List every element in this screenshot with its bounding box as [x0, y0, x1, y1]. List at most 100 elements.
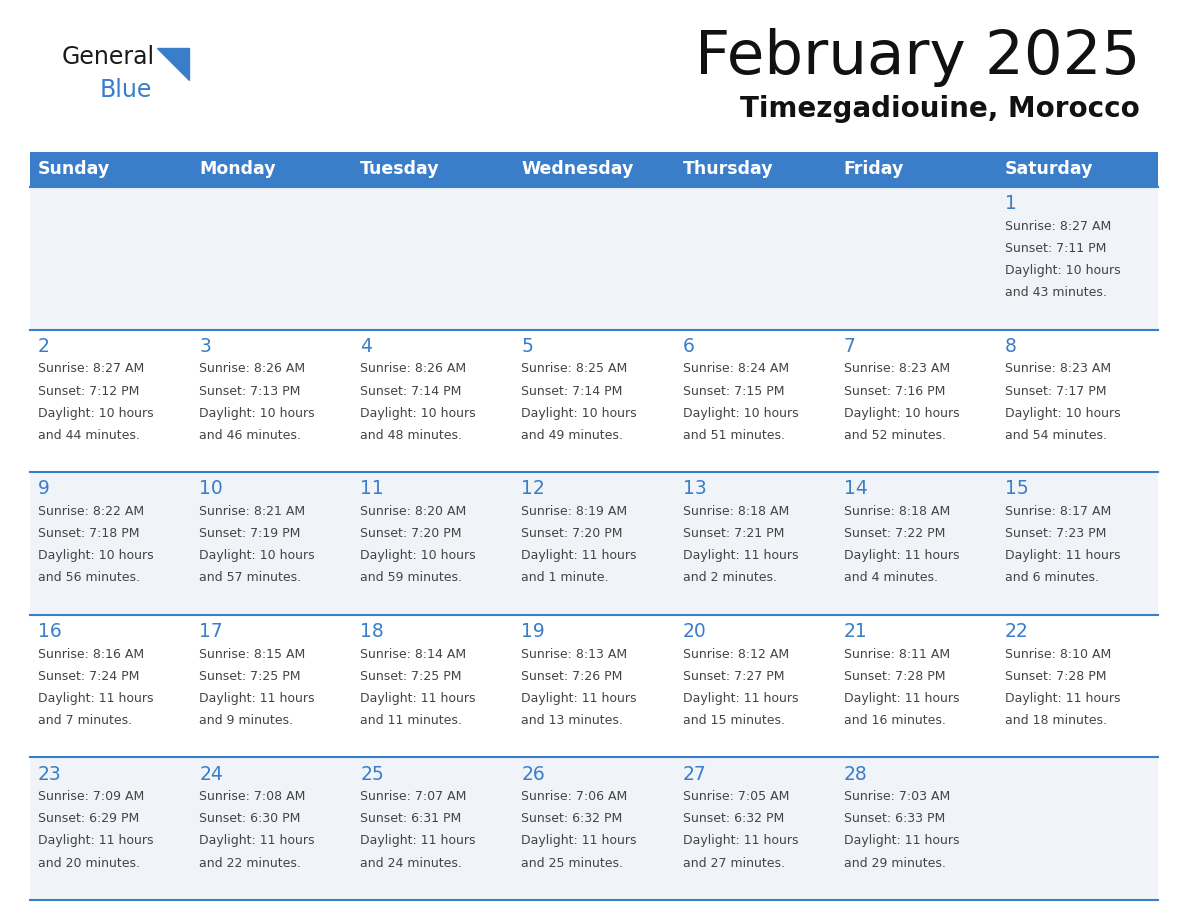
Text: Daylight: 11 hours: Daylight: 11 hours	[360, 692, 476, 705]
Text: Sunset: 6:30 PM: Sunset: 6:30 PM	[200, 812, 301, 825]
Text: 26: 26	[522, 765, 545, 784]
Text: Sunrise: 8:24 AM: Sunrise: 8:24 AM	[683, 363, 789, 375]
Text: 18: 18	[360, 621, 384, 641]
Text: Sunrise: 7:03 AM: Sunrise: 7:03 AM	[843, 790, 950, 803]
Text: and 59 minutes.: and 59 minutes.	[360, 571, 462, 585]
Text: Sunset: 7:17 PM: Sunset: 7:17 PM	[1005, 385, 1106, 397]
Text: Sunrise: 8:14 AM: Sunrise: 8:14 AM	[360, 647, 467, 661]
Text: 21: 21	[843, 621, 867, 641]
Text: Daylight: 11 hours: Daylight: 11 hours	[38, 692, 153, 705]
Text: Sunset: 6:33 PM: Sunset: 6:33 PM	[843, 812, 944, 825]
Text: Sunset: 7:20 PM: Sunset: 7:20 PM	[522, 527, 623, 540]
Text: Daylight: 11 hours: Daylight: 11 hours	[522, 834, 637, 847]
Text: and 57 minutes.: and 57 minutes.	[200, 571, 302, 585]
Bar	[30, 615, 1158, 757]
Bar	[30, 757, 1158, 900]
Text: Sunset: 7:19 PM: Sunset: 7:19 PM	[200, 527, 301, 540]
Text: 24: 24	[200, 765, 223, 784]
Text: and 11 minutes.: and 11 minutes.	[360, 714, 462, 727]
Text: Sunset: 6:29 PM: Sunset: 6:29 PM	[38, 812, 139, 825]
Text: and 49 minutes.: and 49 minutes.	[522, 429, 624, 442]
Text: Daylight: 11 hours: Daylight: 11 hours	[683, 834, 798, 847]
Text: Sunrise: 8:23 AM: Sunrise: 8:23 AM	[1005, 363, 1111, 375]
Text: Sunset: 7:15 PM: Sunset: 7:15 PM	[683, 385, 784, 397]
Text: and 29 minutes.: and 29 minutes.	[843, 856, 946, 869]
Text: Sunrise: 8:13 AM: Sunrise: 8:13 AM	[522, 647, 627, 661]
Text: February 2025: February 2025	[695, 28, 1140, 87]
Text: Daylight: 10 hours: Daylight: 10 hours	[360, 407, 476, 420]
Text: Sunrise: 8:17 AM: Sunrise: 8:17 AM	[1005, 505, 1111, 518]
Text: 6: 6	[683, 337, 695, 356]
Text: Daylight: 11 hours: Daylight: 11 hours	[200, 834, 315, 847]
Text: 28: 28	[843, 765, 867, 784]
Text: 10: 10	[200, 479, 223, 498]
Text: Daylight: 11 hours: Daylight: 11 hours	[522, 692, 637, 705]
Text: Sunset: 7:21 PM: Sunset: 7:21 PM	[683, 527, 784, 540]
Text: and 51 minutes.: and 51 minutes.	[683, 429, 784, 442]
Text: Sunrise: 8:27 AM: Sunrise: 8:27 AM	[38, 363, 144, 375]
Text: Sunset: 7:26 PM: Sunset: 7:26 PM	[522, 670, 623, 683]
Bar	[30, 330, 1158, 472]
Text: Sunset: 7:28 PM: Sunset: 7:28 PM	[1005, 670, 1106, 683]
Text: Sunset: 7:20 PM: Sunset: 7:20 PM	[360, 527, 462, 540]
Text: Wednesday: Wednesday	[522, 161, 634, 178]
Text: and 4 minutes.: and 4 minutes.	[843, 571, 937, 585]
Text: Sunrise: 8:23 AM: Sunrise: 8:23 AM	[843, 363, 950, 375]
Text: 3: 3	[200, 337, 211, 356]
Text: Sunset: 7:18 PM: Sunset: 7:18 PM	[38, 527, 139, 540]
Text: Sunset: 7:22 PM: Sunset: 7:22 PM	[843, 527, 946, 540]
Text: Daylight: 11 hours: Daylight: 11 hours	[843, 549, 959, 562]
Text: and 18 minutes.: and 18 minutes.	[1005, 714, 1107, 727]
Text: and 52 minutes.: and 52 minutes.	[843, 429, 946, 442]
Text: Sunset: 7:23 PM: Sunset: 7:23 PM	[1005, 527, 1106, 540]
Text: 14: 14	[843, 479, 867, 498]
Text: Daylight: 11 hours: Daylight: 11 hours	[1005, 549, 1120, 562]
Bar	[30, 472, 1158, 615]
Text: 22: 22	[1005, 621, 1029, 641]
Text: and 22 minutes.: and 22 minutes.	[200, 856, 301, 869]
Text: Sunrise: 7:09 AM: Sunrise: 7:09 AM	[38, 790, 144, 803]
Text: Daylight: 11 hours: Daylight: 11 hours	[522, 549, 637, 562]
Text: Monday: Monday	[200, 161, 276, 178]
Polygon shape	[157, 48, 189, 80]
Text: Sunrise: 7:05 AM: Sunrise: 7:05 AM	[683, 790, 789, 803]
Text: Sunrise: 8:12 AM: Sunrise: 8:12 AM	[683, 647, 789, 661]
Text: 13: 13	[683, 479, 707, 498]
Text: 25: 25	[360, 765, 384, 784]
Text: Thursday: Thursday	[683, 161, 773, 178]
Text: Daylight: 10 hours: Daylight: 10 hours	[200, 549, 315, 562]
Text: 27: 27	[683, 765, 707, 784]
Text: Daylight: 10 hours: Daylight: 10 hours	[1005, 264, 1120, 277]
Text: Sunrise: 8:22 AM: Sunrise: 8:22 AM	[38, 505, 144, 518]
Text: Sunrise: 8:10 AM: Sunrise: 8:10 AM	[1005, 647, 1111, 661]
Text: Sunset: 7:28 PM: Sunset: 7:28 PM	[843, 670, 946, 683]
Text: 20: 20	[683, 621, 707, 641]
Text: 5: 5	[522, 337, 533, 356]
Text: Sunrise: 8:26 AM: Sunrise: 8:26 AM	[360, 363, 467, 375]
Bar	[30, 187, 1158, 330]
Text: 4: 4	[360, 337, 372, 356]
Text: Sunset: 7:25 PM: Sunset: 7:25 PM	[200, 670, 301, 683]
Text: 17: 17	[200, 621, 223, 641]
Text: 16: 16	[38, 621, 62, 641]
Text: Saturday: Saturday	[1005, 161, 1093, 178]
Text: Sunrise: 8:11 AM: Sunrise: 8:11 AM	[843, 647, 950, 661]
Text: Sunrise: 8:25 AM: Sunrise: 8:25 AM	[522, 363, 627, 375]
Text: Sunset: 7:14 PM: Sunset: 7:14 PM	[360, 385, 462, 397]
Text: and 54 minutes.: and 54 minutes.	[1005, 429, 1107, 442]
Text: 9: 9	[38, 479, 50, 498]
Text: Daylight: 10 hours: Daylight: 10 hours	[1005, 407, 1120, 420]
Text: Daylight: 11 hours: Daylight: 11 hours	[200, 692, 315, 705]
Text: Daylight: 10 hours: Daylight: 10 hours	[843, 407, 960, 420]
Text: and 27 minutes.: and 27 minutes.	[683, 856, 784, 869]
Text: Sunrise: 8:16 AM: Sunrise: 8:16 AM	[38, 647, 144, 661]
Text: Sunrise: 8:26 AM: Sunrise: 8:26 AM	[200, 363, 305, 375]
Text: and 16 minutes.: and 16 minutes.	[843, 714, 946, 727]
Text: and 56 minutes.: and 56 minutes.	[38, 571, 140, 585]
Text: and 2 minutes.: and 2 minutes.	[683, 571, 777, 585]
Bar	[30, 152, 1158, 187]
Text: Sunset: 7:12 PM: Sunset: 7:12 PM	[38, 385, 139, 397]
Text: Daylight: 11 hours: Daylight: 11 hours	[683, 692, 798, 705]
Text: and 44 minutes.: and 44 minutes.	[38, 429, 140, 442]
Text: Sunset: 7:14 PM: Sunset: 7:14 PM	[522, 385, 623, 397]
